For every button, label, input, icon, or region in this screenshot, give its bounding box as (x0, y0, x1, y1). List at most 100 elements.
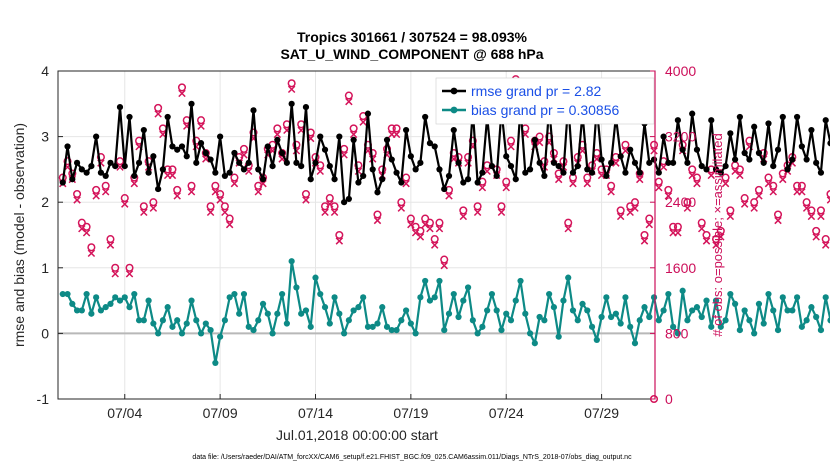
rmse-point (450, 126, 457, 134)
chart-title: Tropics 301661 / 307524 = 98.093% (297, 29, 528, 45)
obs-possible-marker (230, 173, 239, 182)
bias-point (579, 300, 586, 307)
rmse-point (789, 156, 796, 163)
bias-point (164, 304, 171, 311)
obs-possible-marker (750, 198, 759, 207)
obs-assimilated-marker (583, 179, 592, 188)
rmse-point (188, 100, 195, 107)
rmse-point (350, 136, 357, 143)
obs-possible-marker (111, 263, 120, 272)
bias-point (798, 323, 805, 330)
obs-assimilated-marker (612, 159, 620, 167)
rmse-point (88, 163, 95, 170)
y2-tick-label-1: 800 (665, 325, 689, 341)
bias-point (383, 323, 391, 330)
bias-point (741, 307, 748, 314)
rmse-point (631, 159, 639, 166)
obs-assimilated-marker (774, 216, 782, 225)
bias-point (264, 310, 271, 317)
y-tick-label-0: -1 (37, 391, 50, 407)
rmse-point (264, 143, 271, 150)
obs-assimilated-marker (273, 130, 282, 139)
y2-tick-label-3: 2400 (665, 194, 696, 210)
rmse-point (341, 199, 348, 206)
rmse-point (302, 103, 310, 111)
bias-point (293, 284, 300, 291)
bias-point (307, 323, 314, 330)
obs-assimilated-marker (750, 204, 758, 212)
obs-assimilated-marker (473, 208, 482, 217)
obs-possible-marker (473, 202, 482, 211)
obs-assimilated-marker (702, 237, 711, 245)
obs-possible-marker (697, 218, 706, 227)
rmse-point (827, 140, 830, 147)
obs-possible-marker (187, 181, 196, 190)
bias-point (407, 320, 414, 327)
rmse-point (736, 113, 743, 121)
rmse-point (360, 172, 367, 180)
bias-point (770, 307, 777, 314)
bias-point (150, 320, 157, 327)
obs-assimilated-marker (345, 97, 353, 106)
bias-point (431, 294, 438, 301)
x-tick-label-0: 07/04 (107, 405, 142, 421)
obs-possible-marker (812, 226, 821, 235)
rmse-point (288, 100, 295, 107)
obs-assimilated-marker (736, 171, 744, 180)
obs-assimilated-marker (807, 212, 816, 221)
bias-point (145, 297, 152, 304)
bias-point (283, 320, 290, 327)
rmse-point (388, 156, 395, 163)
rmse-point (259, 176, 267, 183)
rmse-point (183, 153, 190, 160)
obs-possible-marker (96, 153, 105, 162)
bias-point (345, 317, 352, 324)
obs-assimilated-marker (140, 208, 148, 217)
bias-point (193, 317, 200, 324)
obs-assimilated-marker (287, 85, 296, 94)
obs-possible-marker (535, 132, 544, 141)
bias-point (321, 304, 329, 311)
obs-possible-marker (506, 136, 516, 145)
obs-assimilated-marker (330, 208, 339, 217)
obs-assimilated-marker (302, 196, 310, 204)
rmse-point (660, 133, 667, 140)
rmse-point (650, 156, 658, 163)
obs-possible-marker (402, 173, 411, 182)
obs-possible-marker (206, 202, 215, 211)
obs-assimilated-marker (73, 196, 81, 204)
rmse-point (464, 176, 472, 183)
y-tick-label-3: 2 (41, 194, 49, 210)
bias-point (369, 323, 376, 330)
rmse-point (407, 153, 414, 160)
rmse-point (803, 156, 810, 163)
rmse-point (708, 117, 715, 124)
obs-possible-marker (435, 218, 444, 227)
rmse-point (331, 176, 338, 183)
bias-point (622, 294, 629, 301)
bias-point (650, 294, 658, 301)
bias-point (93, 294, 100, 301)
rmse-point (488, 163, 496, 170)
rmse-point (174, 146, 181, 153)
rmse-point (665, 159, 672, 166)
obs-assimilated-marker (683, 204, 692, 212)
rmse-point (608, 159, 615, 166)
legend-rmse-marker (450, 87, 458, 95)
obs-assimilated-marker (121, 200, 129, 208)
bias-point (774, 327, 782, 334)
obs-possible-marker (669, 222, 678, 231)
obs-possible-marker (807, 206, 816, 215)
obs-possible-marker (301, 189, 311, 199)
obs-possible-marker (468, 136, 477, 145)
bias-point (822, 294, 829, 301)
obs-assimilated-marker (650, 147, 658, 155)
bias-point (464, 284, 472, 291)
bias-point (374, 320, 381, 327)
rmse-point (64, 143, 71, 150)
obs-possible-marker (82, 222, 91, 231)
obs-assimilated-marker (154, 110, 162, 118)
rmse-point (298, 163, 305, 170)
bias-point (336, 310, 343, 317)
bias-point (560, 297, 567, 304)
